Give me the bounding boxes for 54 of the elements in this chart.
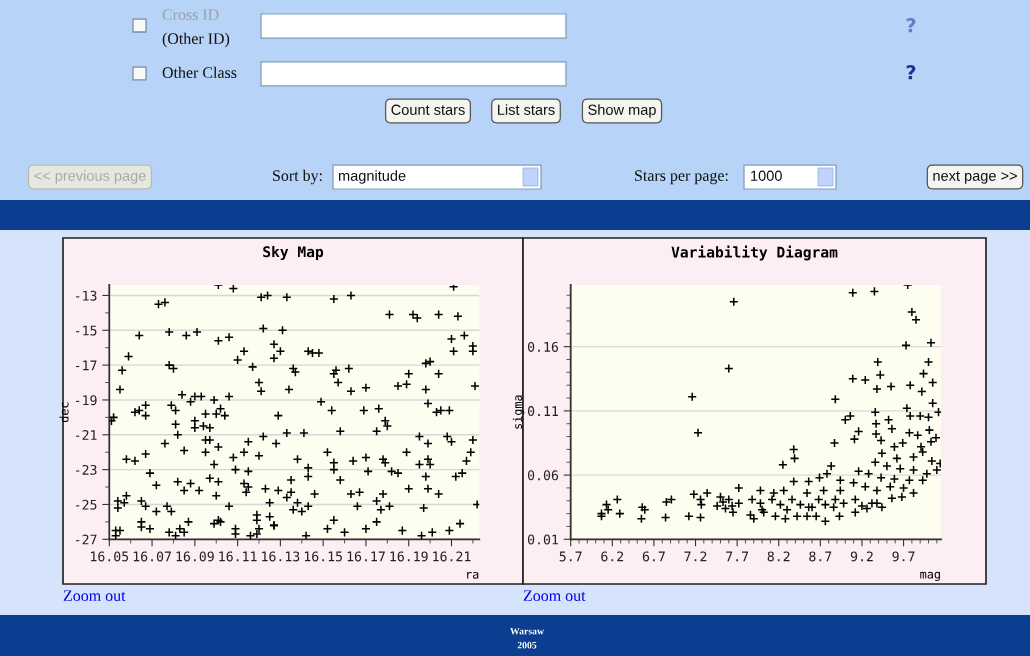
text: Count stars bbox=[391, 104, 465, 115]
x-tick-label: 16.21 bbox=[433, 551, 471, 562]
y-tick-label: -25 bbox=[75, 499, 97, 510]
y-tick-label: 0.16 bbox=[527, 341, 559, 352]
y-axis-title: dec bbox=[59, 402, 69, 423]
x-tick-label: 7.7 bbox=[726, 551, 749, 562]
chart-title: Sky Map bbox=[263, 245, 324, 261]
text: ? bbox=[906, 17, 916, 33]
y-tick-label: -17 bbox=[75, 360, 97, 371]
text: (Other ID) bbox=[162, 32, 230, 48]
text: Sort by: bbox=[273, 169, 322, 185]
x-tick-label: 6.7 bbox=[642, 551, 665, 562]
y-tick-label: -15 bbox=[75, 325, 97, 336]
text: Zoom out bbox=[63, 590, 126, 601]
text: Zoom out bbox=[523, 590, 586, 601]
x-tick-label: 16.19 bbox=[390, 551, 428, 562]
y-tick-label: -23 bbox=[75, 464, 97, 475]
y-tick-label: 0.06 bbox=[527, 470, 559, 481]
x-tick-label: 9.2 bbox=[850, 551, 873, 562]
y-tick-label: -27 bbox=[75, 534, 97, 545]
x-tick-label: 8.2 bbox=[767, 551, 790, 562]
text: magnitude bbox=[338, 170, 406, 184]
x-tick-label: 16.13 bbox=[262, 551, 300, 562]
chart-title: Variability Diagram bbox=[671, 245, 838, 261]
x-tick-label: 8.7 bbox=[809, 551, 832, 562]
x-tick-label: 9.7 bbox=[892, 551, 915, 562]
x-tick-label: 16.09 bbox=[176, 551, 214, 562]
text: Other Class bbox=[162, 66, 237, 78]
y-tick-label: 0.11 bbox=[527, 406, 558, 417]
text: Cross ID bbox=[162, 9, 219, 20]
x-axis-title: mag bbox=[920, 571, 940, 581]
text: 1000 bbox=[751, 170, 782, 181]
x-tick-label: 16.05 bbox=[91, 551, 129, 562]
text: << previous page bbox=[34, 170, 146, 184]
x-tick-label: 5.7 bbox=[559, 551, 582, 562]
y-tick-label: -19 bbox=[75, 395, 97, 406]
text: ? bbox=[906, 64, 916, 80]
text: Show map bbox=[588, 104, 656, 118]
text: Stars per page: bbox=[635, 170, 728, 185]
x-axis-title: ra bbox=[467, 571, 479, 579]
x-tick-label: 6.2 bbox=[601, 551, 624, 562]
x-tick-label: 16.17 bbox=[347, 551, 385, 562]
y-tick-label: -13 bbox=[75, 290, 97, 301]
x-tick-label: 16.11 bbox=[219, 551, 257, 562]
x-tick-label: 16.07 bbox=[133, 551, 171, 562]
text: 2005 bbox=[517, 641, 537, 649]
x-tick-label: 16.15 bbox=[304, 551, 342, 562]
y-tick-label: 0.01 bbox=[527, 534, 558, 545]
text: next page >> bbox=[933, 171, 1017, 184]
y-tick-label: -21 bbox=[75, 430, 97, 440]
text: List stars bbox=[498, 104, 555, 115]
y-axis-title: sigma bbox=[512, 395, 525, 429]
text: Warsaw bbox=[510, 627, 544, 635]
x-tick-label: 7.2 bbox=[684, 551, 707, 562]
